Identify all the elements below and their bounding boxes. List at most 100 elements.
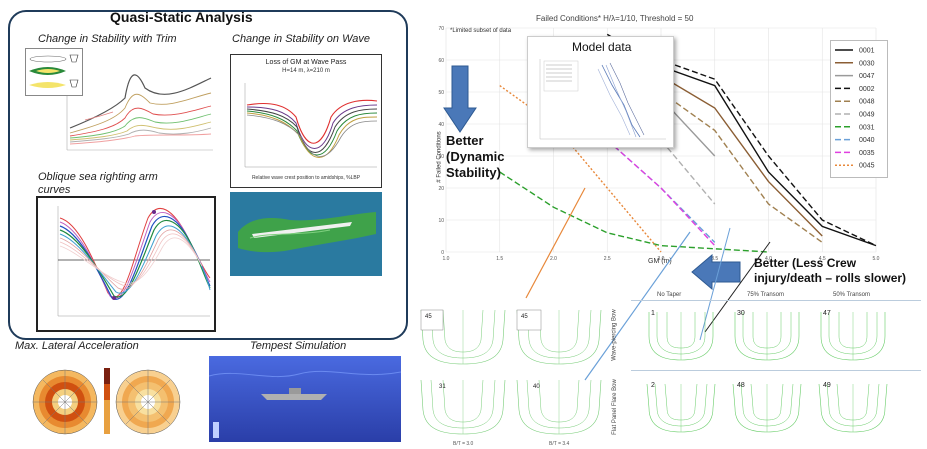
better-dynamic-line1: Better	[446, 133, 484, 148]
y-tick-label: 50	[438, 90, 444, 96]
polar-plots-graphic	[32, 368, 181, 435]
oblique-chart-graphic	[57, 206, 211, 317]
hull-id: 45	[521, 314, 528, 320]
failed-chart-legend: 0001 0030 0047 0002 0048 0049 0031 0040 0035 0045	[830, 40, 888, 178]
better-dynamic-line2: (Dynamic	[446, 149, 505, 164]
hull-section: 40	[513, 376, 605, 438]
hull-section: 45	[417, 306, 509, 368]
legend-label: 0040	[859, 137, 875, 144]
x-tick-label: 1.0	[443, 256, 450, 262]
oblique-title-line1: Oblique sea righting arm	[38, 171, 158, 183]
hull-grid-divider	[631, 370, 921, 371]
better-crew-line2: injury/death – rolls slower)	[754, 271, 907, 285]
failed-chart-xlabel: GM (m)	[648, 258, 672, 265]
hull-grid: No Taper 75% Transom 50% Transom Wave-pi…	[612, 290, 923, 446]
hull-grid-divider	[631, 300, 921, 301]
oblique-chart	[36, 196, 216, 332]
hull-section-graphic	[420, 309, 506, 365]
hull-section-graphic	[732, 383, 802, 433]
hull-section: 45	[513, 306, 605, 368]
wave-chart-xlabel: Relative wave crest position to amidship…	[251, 175, 361, 181]
hull-col-header: No Taper	[657, 292, 682, 298]
y-tick-label: 30	[438, 154, 444, 160]
quasi-static-panel	[8, 10, 408, 340]
y-tick-label: 20	[438, 186, 444, 192]
legend-label: 0031	[859, 124, 875, 131]
hull-id: 31	[439, 384, 446, 390]
wave-chart-subtitle: H=14 m, λ=210 m	[282, 68, 330, 74]
bottom-hull-label: B/T = 3.4	[549, 441, 570, 447]
model-data-graphic	[532, 55, 668, 143]
hull-section-graphic	[820, 312, 886, 361]
wave-chart: Loss of GM at Wave Pass H=14 m, λ=210 m …	[230, 54, 382, 188]
hull-section-graphic	[648, 312, 714, 361]
y-tick-label: 60	[438, 58, 444, 64]
hull-id: 49	[823, 382, 831, 389]
hull-section: 48	[731, 378, 803, 436]
y-tick-label: 70	[438, 26, 444, 32]
x-tick-label: 5.0	[873, 256, 880, 262]
hull-section: 1	[645, 306, 717, 364]
x-tick-label: 3.5	[711, 256, 718, 262]
hull-id: 47	[823, 310, 831, 317]
model-data-title: Model data	[572, 40, 632, 54]
failed-chart-title: Failed Conditions* H/λ=1/10, Threshold =…	[536, 14, 694, 23]
x-tick-label: 4.0	[765, 256, 772, 262]
trim-chart	[25, 48, 217, 166]
tempest-simulation-image	[208, 356, 402, 442]
hull-id: 2	[651, 382, 655, 389]
legend-label: 0048	[859, 99, 875, 106]
hull-section-graphic	[646, 383, 716, 433]
hull-section-graphic	[516, 309, 602, 365]
lateral-acceleration-plots	[30, 358, 190, 438]
x-tick-label: 2.0	[550, 256, 557, 262]
wave-chart-title: Loss of GM at Wave Pass	[265, 59, 347, 66]
hull-col-header: 50% Transom	[833, 292, 871, 298]
hull-id: 48	[737, 382, 745, 389]
legend-label: 0002	[859, 86, 875, 93]
quasi-static-title: Quasi-Static Analysis	[110, 9, 253, 25]
trim-chart-graphic	[25, 48, 217, 166]
hull-id: 45	[425, 314, 432, 320]
trim-inset-diagram	[25, 48, 83, 96]
hull-id: 40	[533, 384, 540, 390]
hull-section: 47	[817, 306, 889, 364]
legend-label: 0049	[859, 112, 875, 119]
hull-id: 1	[651, 310, 655, 317]
x-tick-label: 1.5	[496, 256, 503, 262]
hull-col-header: 75% Transom	[747, 292, 785, 298]
series-line-0045	[499, 85, 662, 253]
tempest-title: Tempest Simulation	[250, 340, 347, 352]
y-tick-label: 10	[438, 218, 444, 224]
wave-title: Change in Stability on Wave	[232, 33, 370, 45]
left-arrow-icon	[691, 254, 741, 290]
hull-id: 30	[737, 310, 745, 317]
legend-label: 0001	[859, 48, 875, 55]
trim-title: Change in Stability with Trim	[38, 33, 177, 45]
hull-section-graphic	[516, 379, 602, 435]
hull-section: 49	[817, 378, 889, 436]
hull-section-graphic	[734, 312, 800, 361]
bottom-hull-label: B/T = 3.0	[453, 441, 474, 447]
hull-section-graphic	[818, 383, 888, 433]
y-tick-label: 40	[438, 122, 444, 128]
wave-chart-graphic	[244, 83, 378, 168]
legend-label: 0047	[859, 73, 875, 80]
failed-chart-note: *Limited subset of data	[450, 28, 512, 34]
legend-label: 0045	[859, 163, 875, 170]
legend-graphic: 0001 0030 0047 0002 0048 0049 0031 0040 0035 0045	[835, 48, 875, 170]
x-tick-label: 2.5	[604, 256, 611, 262]
better-crew-line1: Better (Less Crew	[754, 256, 857, 270]
hull-section: 31	[417, 376, 509, 438]
x-tick-label: 3.0	[658, 256, 665, 262]
bottom-hull-grid: 45 45 31 40 B/T = 3.0 B/T = 3.4	[413, 296, 613, 449]
wave-simulation-image	[230, 192, 382, 276]
oblique-title-line2: curves	[38, 184, 71, 196]
better-dynamic-line3: Stability)	[446, 165, 501, 180]
y-tick-label: 0	[441, 250, 444, 256]
series-line-0035	[606, 139, 716, 247]
tempest-graphic	[208, 356, 402, 442]
hull-section-graphic	[420, 379, 506, 435]
wave-surface-graphic	[238, 212, 376, 253]
x-tick-label: 4.5	[819, 256, 826, 262]
